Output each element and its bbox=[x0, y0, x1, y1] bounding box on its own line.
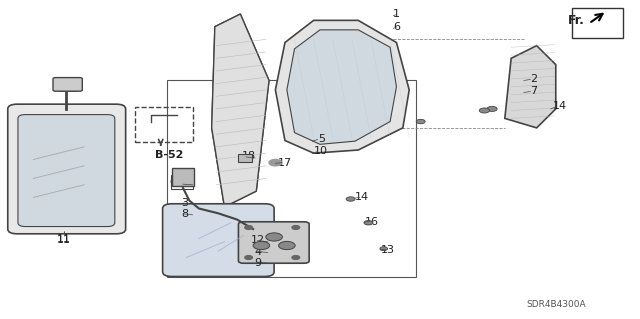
FancyBboxPatch shape bbox=[239, 222, 309, 263]
Text: 2: 2 bbox=[530, 74, 537, 84]
FancyBboxPatch shape bbox=[172, 168, 195, 186]
Text: 16: 16 bbox=[365, 217, 380, 227]
Circle shape bbox=[171, 178, 186, 185]
Text: SDR4B4300A: SDR4B4300A bbox=[526, 300, 586, 309]
Text: 14: 14 bbox=[552, 101, 566, 111]
Circle shape bbox=[266, 233, 282, 241]
Polygon shape bbox=[287, 30, 396, 144]
Text: 4: 4 bbox=[255, 247, 262, 256]
Circle shape bbox=[253, 241, 269, 250]
Circle shape bbox=[269, 160, 282, 166]
Circle shape bbox=[416, 119, 425, 124]
Circle shape bbox=[380, 247, 388, 250]
FancyBboxPatch shape bbox=[53, 78, 83, 91]
Text: Fr.: Fr. bbox=[568, 14, 584, 27]
Text: 1: 1 bbox=[393, 9, 400, 19]
Circle shape bbox=[245, 256, 252, 259]
Text: 7: 7 bbox=[530, 85, 537, 96]
FancyBboxPatch shape bbox=[18, 115, 115, 226]
Circle shape bbox=[479, 108, 490, 113]
Text: 9: 9 bbox=[255, 257, 262, 268]
Circle shape bbox=[245, 226, 252, 229]
Polygon shape bbox=[505, 46, 556, 128]
FancyBboxPatch shape bbox=[8, 104, 125, 234]
FancyBboxPatch shape bbox=[239, 154, 252, 162]
Text: 15: 15 bbox=[178, 179, 192, 189]
Text: 18: 18 bbox=[241, 151, 256, 161]
Text: 3: 3 bbox=[181, 198, 188, 208]
Text: 5: 5 bbox=[318, 134, 324, 144]
Text: 11: 11 bbox=[57, 235, 71, 245]
Text: 13: 13 bbox=[381, 245, 395, 255]
Text: 12: 12 bbox=[251, 235, 265, 245]
Text: 6: 6 bbox=[393, 22, 400, 32]
Polygon shape bbox=[275, 20, 409, 153]
Text: 11: 11 bbox=[57, 234, 71, 243]
Text: 10: 10 bbox=[314, 146, 328, 156]
Circle shape bbox=[292, 256, 300, 259]
Text: B-52: B-52 bbox=[155, 150, 183, 160]
Circle shape bbox=[346, 197, 355, 201]
Circle shape bbox=[487, 106, 497, 111]
Text: 14: 14 bbox=[355, 192, 369, 203]
Circle shape bbox=[292, 226, 300, 229]
Circle shape bbox=[364, 220, 373, 225]
Text: 8: 8 bbox=[181, 209, 188, 219]
Text: 17: 17 bbox=[278, 158, 292, 168]
FancyBboxPatch shape bbox=[163, 204, 274, 277]
Circle shape bbox=[278, 241, 295, 250]
Polygon shape bbox=[212, 14, 269, 207]
